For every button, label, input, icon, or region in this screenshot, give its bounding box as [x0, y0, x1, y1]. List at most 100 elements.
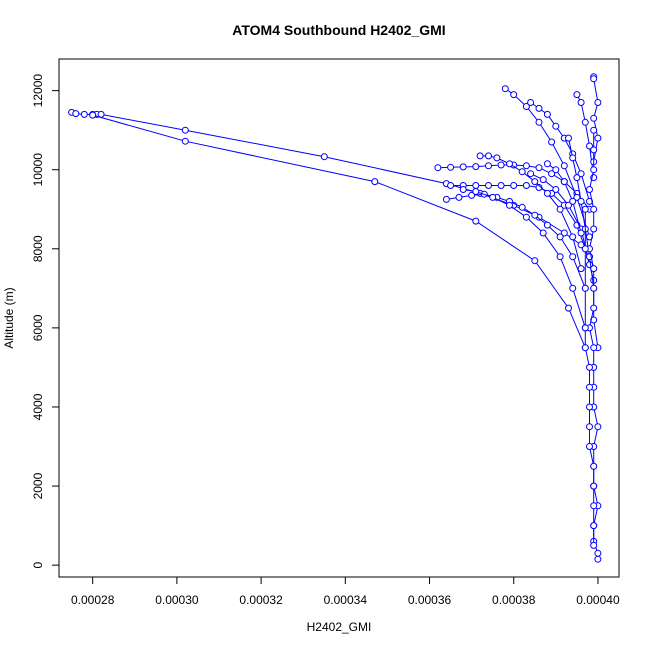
series-13 [543, 160, 585, 237]
data-point [581, 118, 589, 126]
data-point [489, 193, 497, 201]
data-point [72, 110, 80, 118]
data-point [535, 184, 543, 191]
data-point [569, 233, 577, 241]
data-point [472, 217, 480, 225]
series-line [92, 114, 586, 348]
series-line [576, 94, 595, 178]
series-6 [476, 152, 585, 273]
data-point [371, 178, 379, 186]
data-point [586, 423, 593, 431]
data-point [560, 229, 568, 237]
data-point [586, 186, 593, 193]
data-point [468, 191, 476, 199]
data-point [577, 197, 585, 205]
data-point [565, 134, 572, 142]
data-point [543, 110, 551, 118]
data-point [577, 229, 585, 237]
data-point [442, 195, 450, 203]
data-point [539, 176, 547, 184]
data-point [535, 118, 543, 126]
data-point [320, 153, 328, 161]
data-point [590, 75, 598, 83]
data-point [80, 110, 88, 118]
data-point [594, 99, 602, 106]
data-point [552, 186, 560, 193]
data-point [527, 170, 535, 178]
data-point [590, 344, 598, 352]
data-point [472, 182, 480, 189]
data-point [531, 211, 539, 219]
data-point [531, 257, 539, 265]
data-point [181, 126, 189, 134]
data-point [543, 189, 551, 197]
data-point [522, 182, 530, 189]
data-point [590, 304, 598, 312]
x-tick-label: 0.00028 [71, 593, 115, 607]
data-point [522, 103, 530, 110]
data-point [560, 178, 568, 186]
data-point [586, 403, 593, 411]
data-point [581, 324, 589, 332]
data-point [447, 163, 455, 171]
data-point [590, 205, 598, 213]
x-axis: 0.00028 0.00030 0.00032 0.00034 0.00036 0.000… [71, 576, 620, 607]
series-9 [573, 91, 598, 182]
data-point [548, 138, 556, 146]
data-point [543, 160, 551, 168]
data-point [590, 462, 598, 470]
y-tick-label: 4000 [31, 393, 45, 420]
data-point [539, 229, 547, 237]
data-point [543, 221, 551, 229]
data-point [590, 166, 598, 174]
data-point [455, 193, 463, 201]
x-tick-label: 0.00030 [155, 593, 199, 607]
data-point [569, 154, 577, 162]
data-point [590, 502, 598, 510]
data-point [590, 522, 598, 530]
x-tick-label: 0.00034 [324, 593, 368, 607]
y-tick-label: 0 [31, 561, 45, 568]
data-point [493, 154, 501, 162]
y-tick-label: 10000 [31, 153, 45, 187]
data-point [510, 182, 518, 189]
data-point [590, 284, 598, 292]
series-7 [501, 85, 593, 241]
data-point [472, 188, 480, 195]
data-point [522, 213, 530, 221]
data-point [586, 443, 593, 450]
data-point [590, 126, 598, 134]
data-point [497, 161, 505, 169]
data-point [590, 114, 598, 122]
data-point [506, 160, 513, 168]
series-5 [442, 190, 589, 292]
data-point [459, 186, 467, 193]
data-point [548, 170, 556, 178]
data-point [586, 383, 593, 391]
data-point [531, 178, 539, 186]
y-tick-label: 12000 [31, 74, 45, 108]
data-point [518, 203, 526, 211]
data-point [569, 253, 577, 261]
data-point [577, 170, 585, 178]
x-axis-label: H2402_GMI [307, 620, 372, 634]
plot-frame [58, 58, 620, 578]
y-axis: 0 2000 4000 6000 8000 10000 12000 [31, 74, 60, 568]
data-point [518, 168, 526, 176]
data-point [552, 166, 560, 174]
data-point [506, 201, 513, 209]
data-point [472, 163, 480, 171]
x-tick-label: 0.00036 [408, 593, 452, 607]
data-point [556, 205, 564, 213]
y-tick-label: 2000 [31, 472, 45, 499]
data-point [497, 182, 505, 189]
data-point [535, 104, 543, 112]
data-point [573, 91, 581, 99]
data-point [577, 99, 585, 106]
data-point [556, 233, 564, 241]
data-point [89, 111, 97, 119]
data-point [459, 163, 467, 171]
data-point [590, 146, 598, 154]
data-point [485, 182, 492, 189]
